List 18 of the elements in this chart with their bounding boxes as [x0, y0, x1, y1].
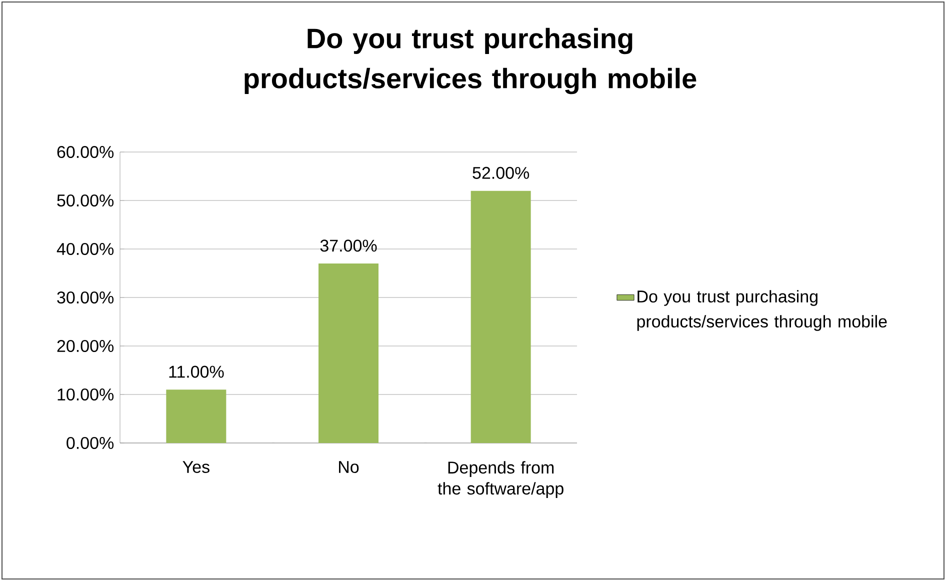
y-tick-label: 40.00% [56, 242, 114, 256]
y-tick-label: 20.00% [57, 340, 114, 352]
y-tick-label: 50.00% [57, 194, 114, 207]
text: 11.00% [169, 366, 224, 378]
text: 37.00% [320, 240, 377, 252]
bar [166, 390, 226, 443]
x-tick-label: Yes [182, 461, 210, 473]
y-tick-label: 30.00% [57, 291, 114, 304]
bar [318, 264, 379, 443]
y-tick-label: 0.00% [66, 436, 114, 450]
legend-label: Do you trust purchasing products/services through mobile [637, 290, 887, 331]
x-tick-label: Depends from the software/app [438, 461, 564, 498]
text: 52.00% [472, 166, 530, 179]
x-tick-label: No [339, 461, 359, 473]
y-tick-label: 10.00% [58, 388, 114, 401]
chart-title: Do you trust purchasing products/services through mobile [244, 28, 696, 94]
bar [470, 190, 531, 443]
y-tick-label: 60.00% [57, 146, 114, 158]
